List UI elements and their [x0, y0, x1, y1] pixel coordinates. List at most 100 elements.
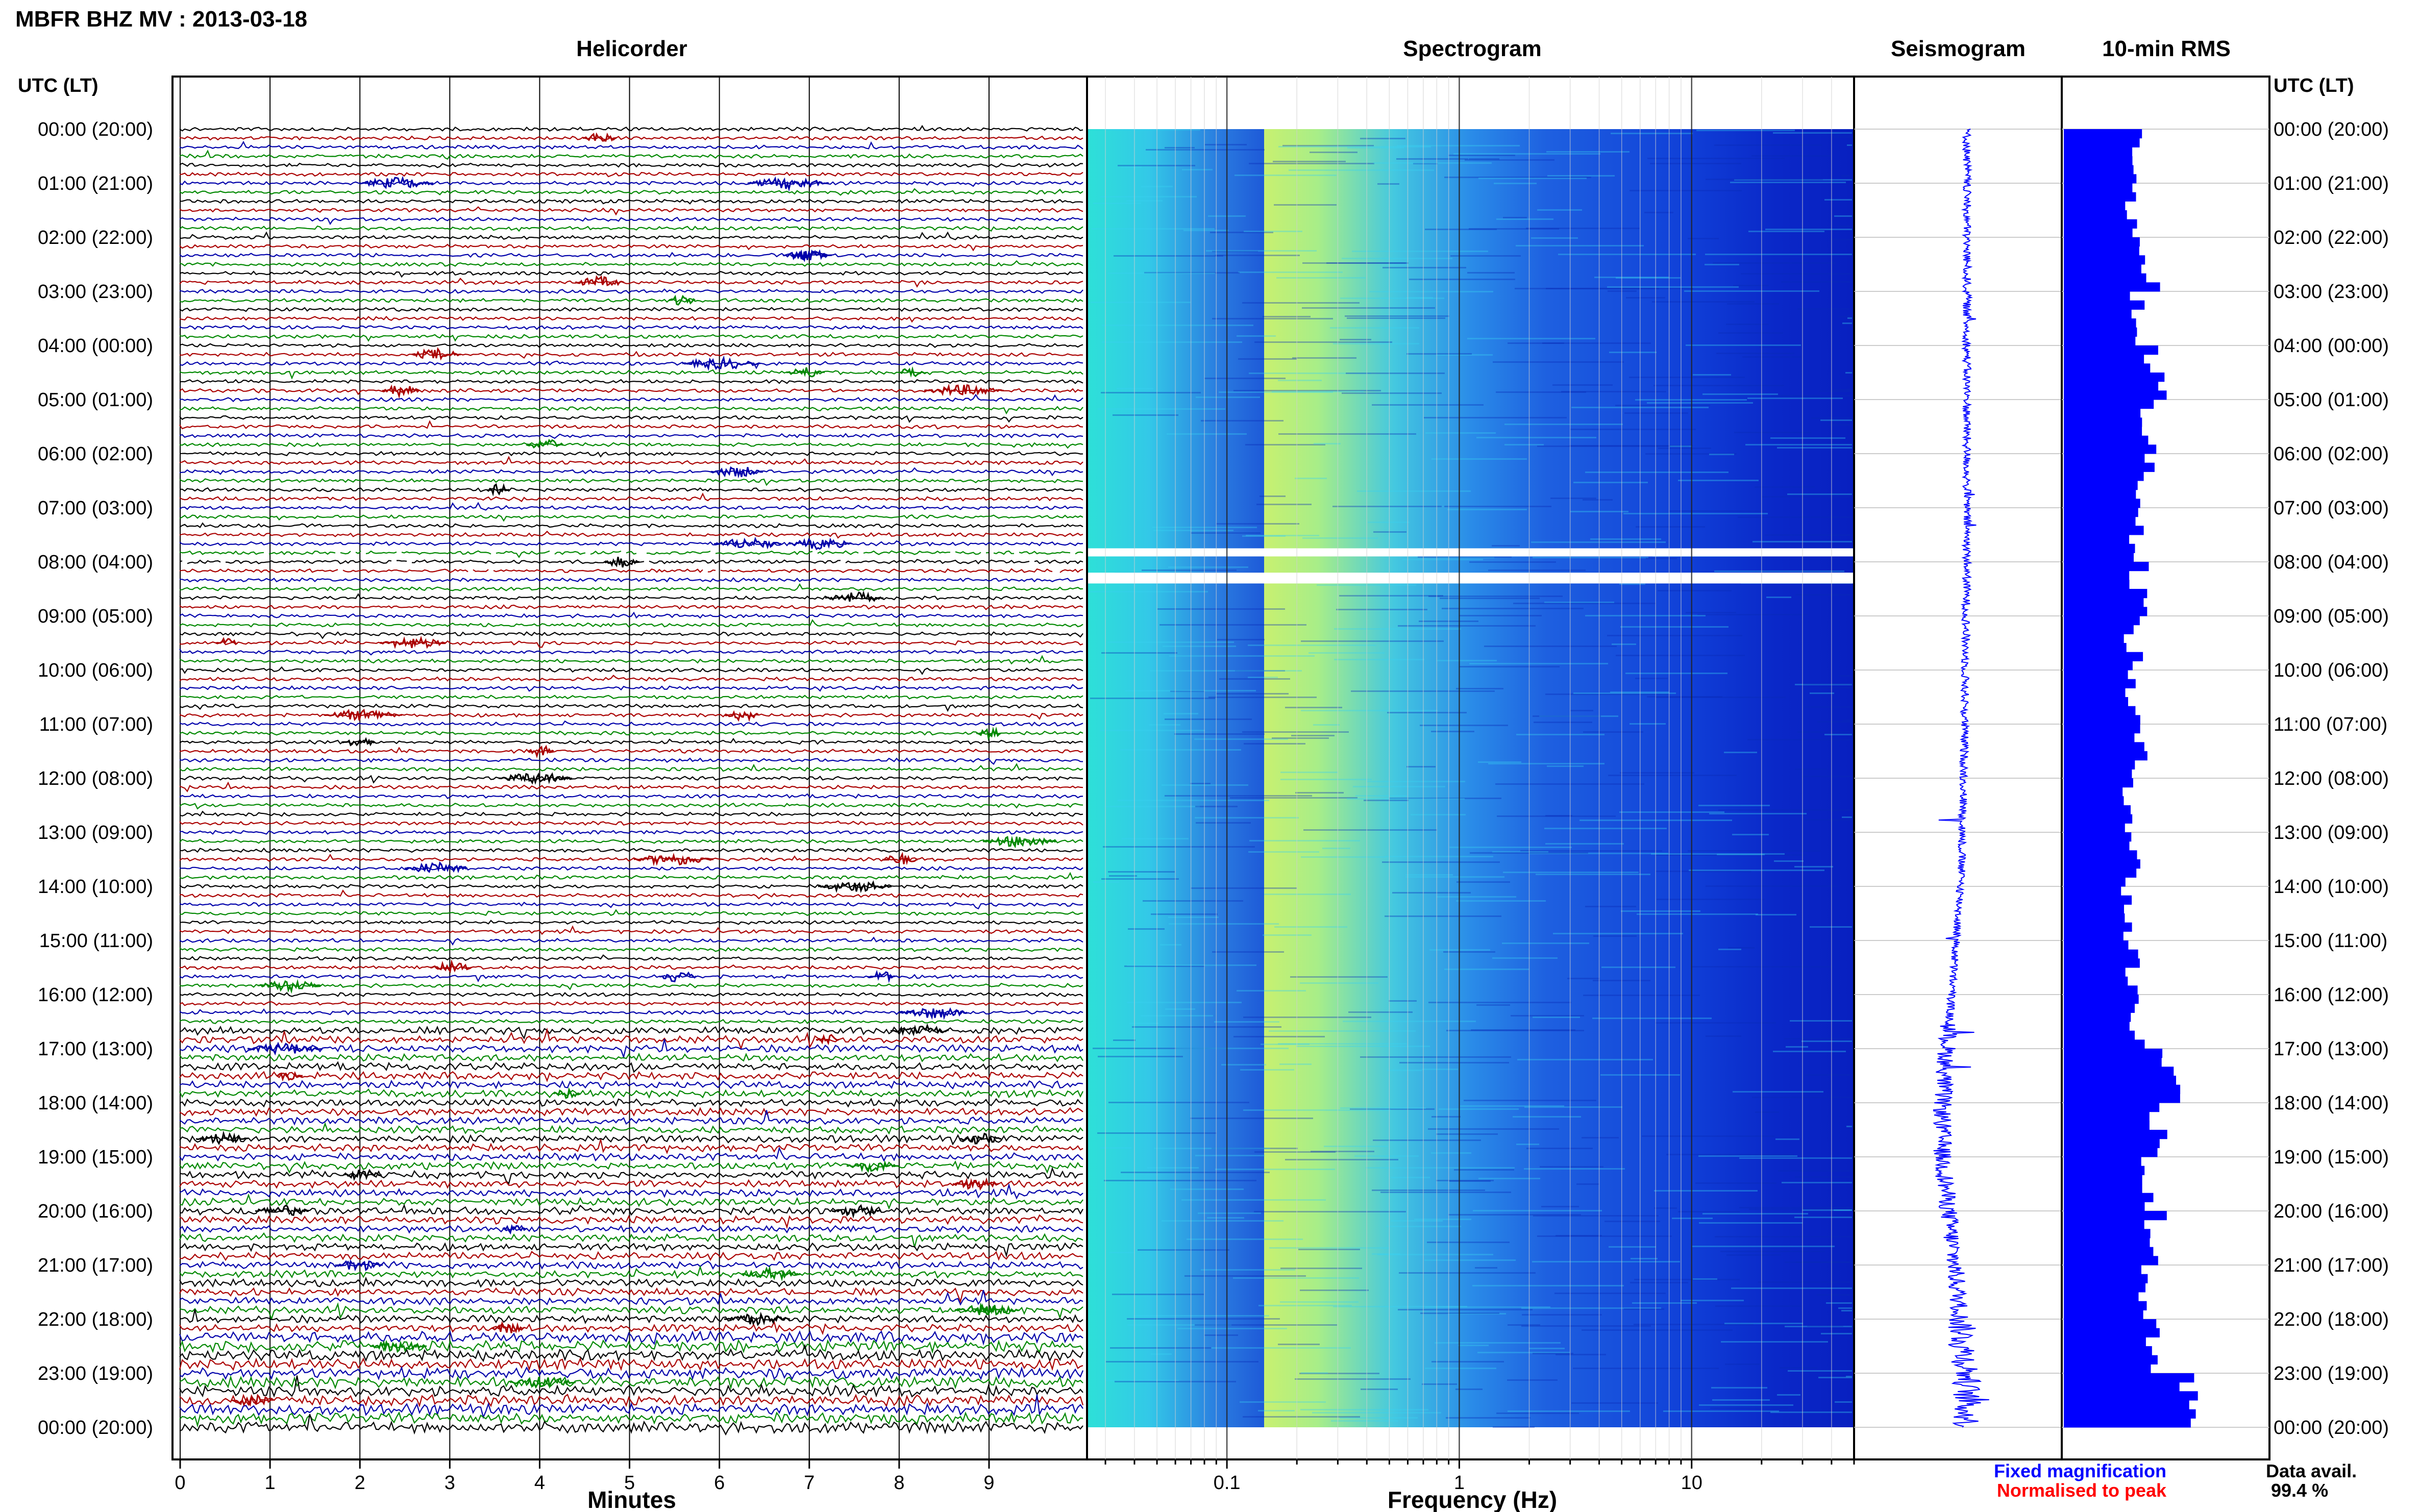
- helicorder-event-burst: [899, 366, 927, 378]
- spectrogram-streak: [1712, 1399, 1770, 1401]
- rms-bar: [2064, 526, 2144, 535]
- helicorder-trace: [179, 820, 1083, 826]
- spectrogram-streak: [1181, 1199, 1326, 1201]
- rms-bar: [2064, 1103, 2160, 1112]
- spectrogram-streak: [1110, 1347, 1211, 1349]
- spectrogram-streak: [1089, 591, 1208, 592]
- spectrogram-streak: [1455, 1389, 1483, 1390]
- spectrogram-streak: [1629, 377, 1745, 378]
- spectrogram-streak: [1702, 393, 1778, 395]
- helicorder-trace: [179, 947, 1083, 952]
- spectrogram-streak: [1716, 353, 1794, 354]
- spectrogram-streak: [1554, 1293, 1666, 1294]
- helicorder-trace: [179, 936, 1083, 946]
- helicorder-panel: 0 1 2 3 4 5 6 7 8 9: [171, 76, 1088, 1494]
- spectrogram-streak: [1448, 1214, 1581, 1216]
- helicorder-event-burst: [713, 536, 782, 550]
- spectrogram-streak: [1122, 838, 1189, 839]
- spectrogram-streak: [1537, 445, 1689, 447]
- helicorder-event-burst: [782, 251, 832, 262]
- spectrogram-streak: [1810, 926, 1852, 928]
- helicorder-trace: [179, 1167, 1083, 1185]
- spectrogram-streak: [1748, 231, 1824, 232]
- spectrogram-streak: [1248, 645, 1376, 646]
- spectrogram-streak: [1626, 297, 1665, 299]
- time-label-left: 18:00 (14:00): [38, 1093, 153, 1114]
- spectrogram-streak: [1406, 353, 1472, 355]
- time-label-right: 00:00 (20:00): [2274, 1417, 2389, 1439]
- helicorder-trace: [179, 1265, 1083, 1279]
- spectrogram-streak: [1590, 538, 1661, 540]
- spectrogram-streak: [1254, 341, 1392, 343]
- spectrogram-streak: [1803, 1209, 1852, 1211]
- spectrogram-streak: [1108, 871, 1175, 873]
- spectrogram-streak: [1492, 957, 1558, 959]
- spectrogram-streak: [1727, 303, 1779, 305]
- spectrogram-streak: [1425, 1306, 1550, 1308]
- rms-bar: [2064, 995, 2139, 1004]
- spectrogram-streak: [1249, 840, 1360, 841]
- spectrogram-streak: [1547, 765, 1584, 767]
- rms-bar: [2064, 1247, 2154, 1256]
- spectrogram-streak: [1196, 396, 1260, 398]
- rms-bar: [2064, 850, 2137, 860]
- spectrogram-streak: [1681, 1300, 1744, 1301]
- helicorder-event-burst: [816, 1033, 840, 1046]
- spectrogram-streak: [1717, 854, 1765, 855]
- spectrogram-streak: [1607, 635, 1742, 636]
- helicorder-trace: [179, 1183, 1083, 1200]
- spectrogram-streak: [1773, 1051, 1846, 1052]
- spectrogram-streak: [1721, 1341, 1828, 1343]
- spectrogram-streak: [1310, 152, 1357, 153]
- spectrogram-streak: [1666, 1154, 1794, 1155]
- helicorder-trace: [179, 730, 1083, 736]
- spectrogram-streak: [1322, 848, 1350, 849]
- seismogram-title: Seismogram: [1891, 36, 2026, 61]
- spectrogram-streak: [1569, 445, 1693, 447]
- seismogram-panel: [1853, 76, 2063, 1460]
- spectrogram-streak: [1127, 1324, 1231, 1326]
- helicorder-trace: [179, 793, 1083, 799]
- spectrogram-streak: [1773, 132, 1852, 134]
- spectrogram-streak: [1552, 384, 1613, 386]
- spectrogram-streak: [1235, 670, 1285, 672]
- helicorder-trace: [179, 325, 1083, 330]
- spectrogram-streak: [1751, 155, 1831, 157]
- time-label-right: 21:00 (17:00): [2274, 1255, 2389, 1276]
- helicorder-trace: [179, 199, 1083, 205]
- spectrogram-streak: [1366, 1167, 1515, 1169]
- spectrogram-streak: [1347, 798, 1465, 800]
- rms-bar: [2064, 417, 2142, 427]
- seismogram-frame: [1853, 76, 2063, 1460]
- helicorder-trace: [179, 992, 1083, 998]
- spectrogram-streak: [1765, 229, 1852, 230]
- spectrogram-streak: [1295, 792, 1344, 794]
- helicorder-trace: [179, 1394, 1083, 1419]
- helicorder-trace: [179, 1260, 1083, 1270]
- rms-bar: [2064, 291, 2130, 301]
- spectrogram-streak: [1645, 453, 1737, 455]
- spectrogram-streak: [1285, 707, 1342, 708]
- rms-bar: [2064, 1274, 2148, 1283]
- helicorder-trace: [179, 925, 1083, 935]
- time-label-left: 08:00 (04:00): [38, 552, 153, 573]
- spectrogram-streak: [1240, 1069, 1294, 1071]
- rms-bar: [2064, 1265, 2141, 1275]
- rms-bar: [2064, 309, 2132, 319]
- spectrogram-streak: [1249, 163, 1374, 164]
- spectrogram-streak: [1207, 1217, 1244, 1219]
- spectrogram-streak: [1444, 177, 1591, 178]
- rms-bar: [2064, 462, 2155, 472]
- helicorder-trace: [179, 703, 1083, 712]
- spectrogram-streak: [1233, 1277, 1359, 1279]
- spectrogram-streak: [1301, 1372, 1328, 1374]
- spectrogram-streak: [1800, 583, 1852, 585]
- time-label-right: 04:00 (00:00): [2274, 335, 2389, 357]
- helicorder-trace: [179, 675, 1083, 682]
- spectrogram-streak: [1154, 1148, 1270, 1149]
- helicorder-trace: [179, 1052, 1083, 1062]
- rms-bar: [2064, 481, 2138, 490]
- spectrogram-streak: [1216, 693, 1289, 695]
- rms-bar: [2064, 616, 2140, 626]
- spectrogram-streak: [1278, 1043, 1407, 1045]
